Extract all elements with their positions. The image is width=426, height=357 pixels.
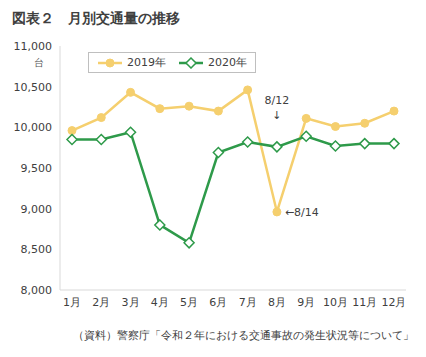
svg-text:10,000: 10,000 bbox=[14, 121, 53, 134]
svg-text:9,000: 9,000 bbox=[21, 203, 53, 216]
svg-text:12月: 12月 bbox=[382, 296, 407, 309]
svg-text:7月: 7月 bbox=[239, 296, 257, 309]
svg-text:9月: 9月 bbox=[297, 296, 315, 309]
svg-text:1月: 1月 bbox=[63, 296, 81, 309]
html-text:図表２ 月別交通量の推移: 図表２ 月別交通量の推移 bbox=[12, 10, 180, 26]
svg-text:8/12: 8/12 bbox=[265, 94, 290, 107]
svg-text:10月: 10月 bbox=[323, 296, 348, 309]
svg-text:11月: 11月 bbox=[352, 296, 377, 309]
svg-text:8月: 8月 bbox=[268, 296, 286, 309]
svg-text:8,000: 8,000 bbox=[21, 284, 53, 297]
svg-text:8,500: 8,500 bbox=[21, 243, 53, 256]
svg-text:←8/14: ←8/14 bbox=[285, 206, 319, 219]
svg-text:4月: 4月 bbox=[151, 296, 169, 309]
html-text:2019年: 2019年 bbox=[127, 56, 166, 69]
svg-text:6月: 6月 bbox=[209, 296, 227, 309]
svg-text:2月: 2月 bbox=[92, 296, 110, 309]
svg-text:↓: ↓ bbox=[272, 109, 281, 122]
svg-text:10,500: 10,500 bbox=[14, 81, 53, 94]
svg-text:5月: 5月 bbox=[180, 296, 198, 309]
html-text:（資料）警察庁「令和２年における交通事故の発生状況等について: （資料）警察庁「令和２年における交通事故の発生状況等について」 bbox=[73, 329, 414, 342]
html-text:台: 台 bbox=[34, 57, 44, 68]
svg-text:9,500: 9,500 bbox=[21, 162, 53, 175]
svg-text:11,000: 11,000 bbox=[14, 40, 53, 53]
svg-text:3月: 3月 bbox=[122, 296, 140, 309]
html-text:2020年: 2020年 bbox=[208, 56, 247, 69]
